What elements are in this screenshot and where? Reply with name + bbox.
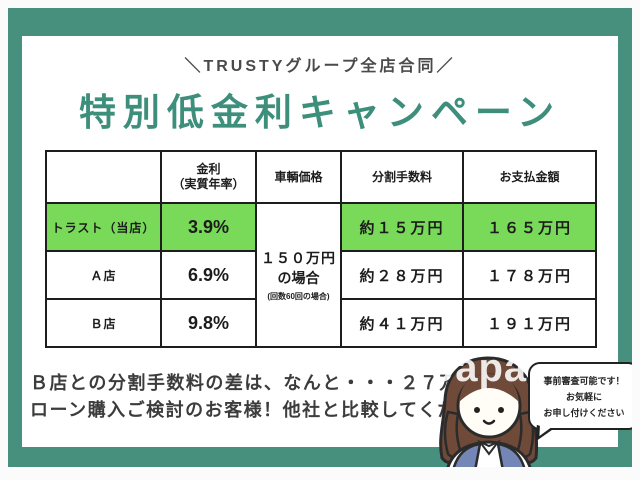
speech-bubble: 事前審査可能です！ お気軽に お申し付けください	[528, 362, 632, 430]
flyer-background: ＼TRUSTYグループ全店合同／ 特別低金利キャンペーン 金利 （実質年率） 車…	[8, 8, 632, 467]
store-cell: トラスト（当店）	[45, 202, 162, 252]
total-cell: １７８万円	[462, 250, 597, 300]
fee-cell: 約４１万円	[340, 298, 464, 348]
price-case-line2: の場合	[277, 270, 320, 286]
header-rate-line1: 金利	[196, 162, 221, 176]
bubble-line3: お申し付けください	[543, 407, 625, 418]
total-cell: １９１万円	[462, 298, 597, 348]
store-cell: Ｂ店	[45, 298, 162, 348]
rate-cell: 9.8%	[160, 298, 257, 348]
total-cell: １６５万円	[462, 202, 597, 252]
store-cell: Ａ店	[45, 250, 162, 300]
campaign-title: 特別低金利キャンペーン	[78, 92, 562, 133]
table-row-store-b: Ｂ店 9.8% 約４１万円 １９１万円	[45, 298, 597, 348]
table-row-trust: トラスト（当店） 3.9% １５０万円 の場合 (回数60回の場合) 約１５万円…	[45, 202, 597, 348]
footer-line1: Ｂ店との分割手数料の差は、なんと・・・２７万円！	[30, 373, 498, 393]
photo-watermark: Japa	[432, 346, 528, 390]
header-total: お支払金額	[462, 150, 597, 204]
bubble-line2: お気軽に	[565, 391, 602, 402]
price-case-cell: １５０万円 の場合 (回数60回の場合)	[255, 202, 342, 348]
table-header-row: 金利 （実質年率） 車輌価格 分割手数料 お支払金額	[45, 150, 597, 204]
header-store	[45, 150, 162, 204]
price-case-note: (回数60回の場合)	[267, 292, 330, 301]
rate-cell: 3.9%	[160, 202, 257, 252]
header-rate-line2: （実質年率）	[172, 177, 245, 191]
header-price: 車輌価格	[255, 150, 342, 204]
footer-message: Ｂ店との分割手数料の差は、なんと・・・２７万円！ ローン購入ご検討のお客様！他社…	[30, 370, 590, 424]
flyer-card: ＼TRUSTYグループ全店合同／ 特別低金利キャンペーン 金利 （実質年率） 車…	[22, 36, 618, 447]
bubble-line1: 事前審査可能です！	[543, 375, 625, 386]
table-row-store-a: Ａ店 6.9% 約２８万円 １７８万円	[45, 250, 597, 300]
fee-cell: 約２８万円	[340, 250, 464, 300]
campaign-tagline: ＼TRUSTYグループ全店合同／	[184, 58, 456, 75]
footer-line2: ローン購入ご検討のお客様！他社と比較してください！	[30, 400, 516, 420]
header-rate: 金利 （実質年率）	[160, 150, 257, 204]
price-case-line1: １５０万円	[261, 250, 336, 266]
fee-cell: 約１５万円	[340, 202, 464, 252]
rate-comparison-table: 金利 （実質年率） 車輌価格 分割手数料 お支払金額 トラスト（当店） 3.9%…	[45, 150, 597, 348]
rate-cell: 6.9%	[160, 250, 257, 300]
header-fee: 分割手数料	[340, 150, 464, 204]
